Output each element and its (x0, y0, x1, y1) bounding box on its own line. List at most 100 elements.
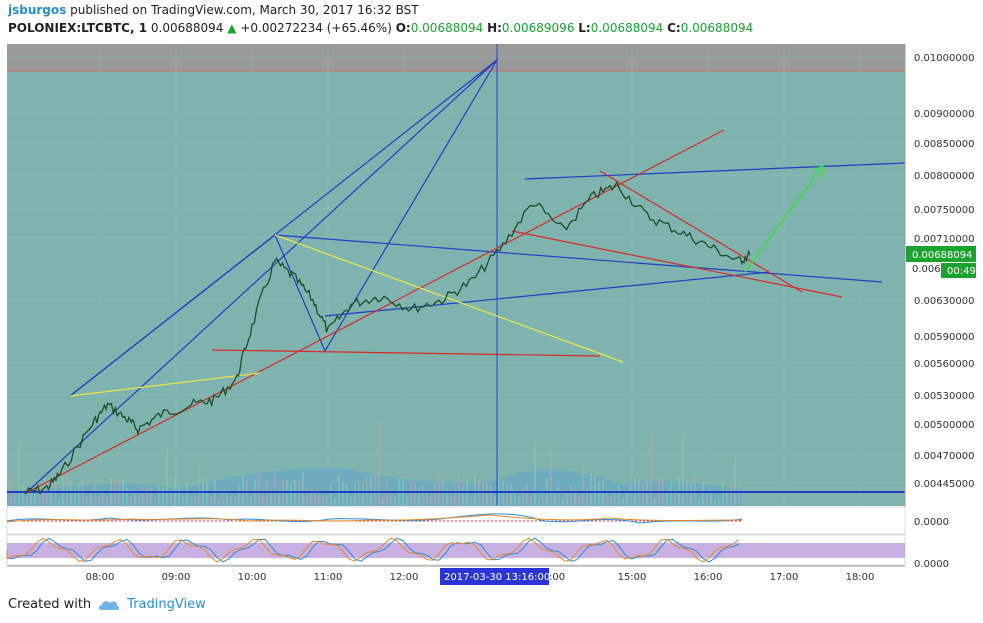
volume-bar (222, 490, 224, 505)
y-tick-label: 0.00900000 (914, 109, 974, 120)
volume-bar (98, 496, 100, 505)
tradingview-link[interactable]: TradingView (127, 597, 206, 612)
green-projection-line (744, 166, 823, 273)
volume-bar (334, 496, 336, 505)
volume-bar (530, 494, 532, 505)
volume-bar (206, 482, 208, 505)
volume-bar (582, 465, 584, 505)
volume-bar (410, 481, 412, 505)
volume-bar (526, 482, 528, 505)
volume-bar (726, 489, 728, 505)
blue-fan-line-4 (69, 234, 276, 397)
volume-bar (558, 484, 560, 505)
volume-bar (734, 457, 736, 505)
volume-bar (710, 493, 712, 505)
volume-bar (674, 489, 676, 505)
up-arrow-icon: ▲ (227, 21, 237, 35)
volume-bar (402, 481, 404, 505)
crosshair-time-label: 2017-03-30 13:16:00 (444, 572, 550, 583)
green-arrow-head-icon (811, 164, 824, 179)
volume-bar (562, 497, 564, 505)
volume-bar (666, 493, 668, 505)
volume-bar (670, 483, 672, 505)
volume-bar (106, 496, 108, 505)
volume-bar (542, 494, 544, 505)
volume-bar (226, 493, 228, 505)
volume-bar (370, 476, 372, 505)
volume-bar (62, 476, 64, 505)
volume-bar (326, 497, 328, 505)
volume-bar (22, 484, 24, 505)
y-tick-label: 0.01000000 (914, 53, 974, 64)
y-tick-label: 0.00590000 (914, 332, 974, 343)
volume-bar (38, 486, 40, 505)
volume-bar (46, 482, 48, 505)
red-trend-line (25, 129, 725, 494)
close-label: C: (667, 21, 681, 35)
volume-bar (650, 433, 652, 505)
volume-bar (146, 488, 148, 505)
volume-bar (302, 471, 304, 505)
x-axis: 08:00 09:00 10:00 11:00 12:00 15:00 16:00 17:00… (86, 572, 875, 583)
volume-bar (678, 476, 680, 505)
volume-bar (178, 488, 180, 505)
volume-bar (78, 483, 80, 505)
stoch-band (7, 543, 905, 558)
y-tick-label: 0.00445000 (914, 479, 974, 490)
volume-bar (614, 489, 616, 505)
y-tick-label: 0.00630000 (914, 296, 974, 307)
volume-bar (234, 496, 236, 505)
volume-bar (470, 496, 472, 505)
high-label: H: (487, 21, 502, 35)
y-tick-label: 0.00800000 (914, 171, 974, 182)
volume-bar (738, 483, 740, 505)
y-tick-label: 0.00750000 (914, 205, 974, 216)
volume-bar (606, 489, 608, 505)
volume-bar (570, 484, 572, 505)
volume-bar (182, 494, 184, 505)
volume-bar (454, 483, 456, 505)
volume-bar (238, 484, 240, 505)
volume-bar (518, 496, 520, 505)
volume-bar (150, 487, 152, 505)
volume-bar (138, 493, 140, 505)
volume-bar (298, 481, 300, 505)
volume-bar (50, 491, 52, 505)
volume-bar (626, 492, 628, 505)
volume-bar (578, 495, 580, 505)
price-series (23, 181, 751, 495)
grid (7, 44, 905, 506)
volume-bar (54, 474, 56, 505)
volume-bar (290, 484, 292, 505)
volume-bar (418, 487, 420, 505)
volume-bar (698, 498, 700, 505)
volume-bar (114, 475, 116, 505)
volume-bar (554, 490, 556, 505)
symbol-name: POLONIEX:LTCBTC, 1 (8, 21, 148, 35)
volume-bar (586, 486, 588, 505)
volume-bar (430, 494, 432, 505)
y-tick-label: 0.00530000 (914, 391, 974, 402)
volume-bar (446, 490, 448, 505)
low-label: L: (578, 21, 591, 35)
username-link[interactable]: jsburgos (8, 3, 67, 17)
volume-bar (478, 481, 480, 505)
countdown-tag (941, 263, 976, 278)
x-tick-label: 09:00 (162, 572, 191, 583)
volume-bar (618, 485, 620, 505)
partial-price-label: 0.006 (912, 264, 941, 275)
volume-bar (574, 489, 576, 505)
volume-bar (330, 483, 332, 505)
volume-bar (486, 483, 488, 505)
volume-bar (162, 487, 164, 505)
volume-bar (630, 481, 632, 505)
blue-drop-line (274, 234, 326, 352)
volume-bar (494, 495, 496, 505)
signal-line (6, 514, 743, 523)
volume-bar (390, 493, 392, 505)
volume-bar (610, 496, 612, 505)
volume-bar (378, 423, 380, 505)
red-channel-lower (511, 230, 843, 298)
main-pane-bg (7, 44, 905, 506)
